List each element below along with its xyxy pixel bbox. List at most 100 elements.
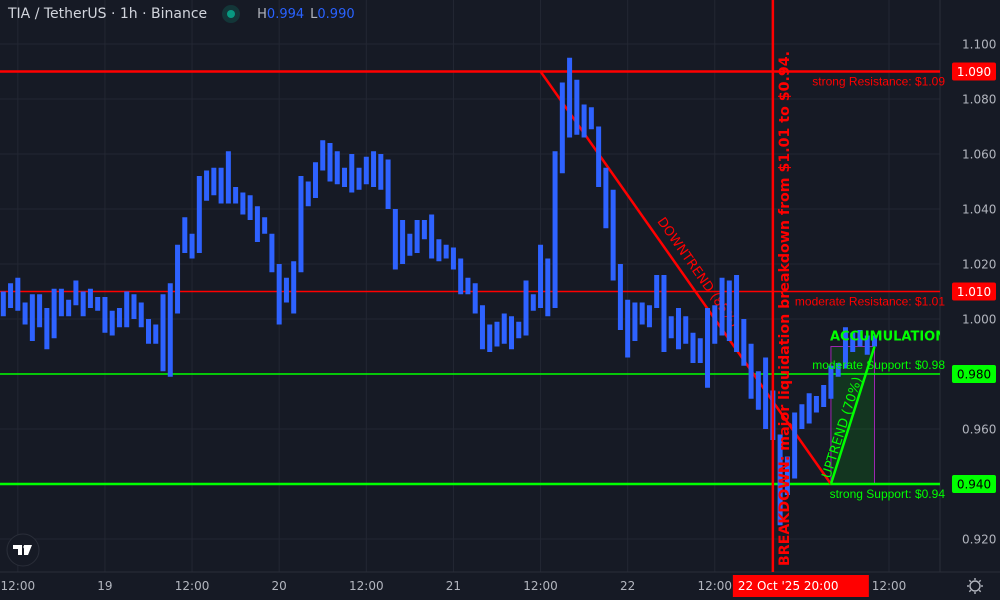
price-bar xyxy=(545,258,551,317)
time-tick-label: 12:00 xyxy=(175,579,210,593)
price-level-badge-label: 1.090 xyxy=(957,65,991,79)
price-bar xyxy=(741,319,747,366)
time-axis[interactable]: 12:00 19 12:00 20 12:00 21 12:00 22 12:00 12:00 22… xyxy=(1,575,907,597)
price-bar xyxy=(734,275,740,352)
price-bar xyxy=(15,277,21,311)
time-tick-label: 12:00 xyxy=(523,579,558,593)
price-bar xyxy=(218,167,224,204)
price-bar xyxy=(799,404,805,429)
price-bar xyxy=(371,151,377,187)
price-level-badge xyxy=(952,475,996,493)
price-bar xyxy=(429,214,435,259)
market-status-icon xyxy=(227,10,236,18)
price-bar xyxy=(291,261,297,314)
price-bar xyxy=(175,244,181,314)
price-bar xyxy=(632,302,638,341)
price-bar xyxy=(254,206,260,242)
price-bar xyxy=(407,233,413,256)
time-tick-label: 12:00 xyxy=(697,579,732,593)
price-bar xyxy=(153,324,159,344)
price-axis[interactable]: 1.100 1.080 1.060 1.040 1.020 1.000 0.960 0.920… xyxy=(952,38,996,547)
time-tick-label: 12:00 xyxy=(872,579,907,593)
price-bar xyxy=(211,167,217,196)
price-bar xyxy=(523,280,529,336)
price-bar xyxy=(0,291,6,317)
price-bar xyxy=(705,308,711,388)
price-tick-label: 1.040 xyxy=(962,203,996,217)
price-bar xyxy=(131,294,137,319)
price-bar xyxy=(567,57,573,138)
price-bar xyxy=(400,220,406,264)
time-tick-label: 12:00 xyxy=(1,579,36,593)
chart-legend: TIA / TetherUS · 1h · Binance H0.994 L0.… xyxy=(8,6,361,22)
price-bar xyxy=(654,275,660,308)
price-bar xyxy=(196,176,202,253)
price-bar xyxy=(690,332,696,363)
price-bar xyxy=(342,167,348,187)
price-bar xyxy=(204,170,210,201)
price-bar xyxy=(283,277,289,303)
price-bar xyxy=(73,280,79,306)
time-tick-label: 22 xyxy=(620,579,635,593)
breakdown-label: BREAKDOWN: major liquidation breakdown f… xyxy=(777,51,793,566)
price-bar xyxy=(87,288,93,308)
price-bar xyxy=(240,192,246,215)
price-level-badge xyxy=(952,365,996,383)
price-bar xyxy=(320,140,326,171)
crosshair-time-label: 22 Oct '25 20:00 xyxy=(738,579,839,593)
price-bar xyxy=(538,244,544,308)
low-value: 0.990 xyxy=(317,6,355,22)
price-bar xyxy=(276,264,282,325)
price-bar xyxy=(436,239,442,262)
price-bar xyxy=(712,305,718,344)
price-bar xyxy=(872,335,877,347)
price-bar xyxy=(574,79,580,135)
price-bar xyxy=(828,365,834,399)
symbol-title[interactable]: TIA / TetherUS · 1h · Binance xyxy=(8,6,208,22)
price-bar xyxy=(225,151,231,204)
price-bar xyxy=(262,217,268,234)
price-bar xyxy=(516,321,522,339)
price-bar xyxy=(116,308,122,328)
price-bar xyxy=(588,107,594,130)
price-bar xyxy=(639,302,645,325)
price-bar xyxy=(8,283,14,308)
price-bar xyxy=(138,302,144,328)
price-level-badge-label: 0.940 xyxy=(957,478,991,492)
price-bar xyxy=(842,327,848,369)
price-bar xyxy=(850,332,856,352)
price-bar xyxy=(312,162,318,198)
price-bar xyxy=(530,294,536,311)
price-tick-label: 0.960 xyxy=(962,423,996,437)
tradingview-logo[interactable] xyxy=(6,533,40,567)
uptrend-line xyxy=(829,346,876,485)
price-bar xyxy=(857,330,863,347)
price-bar xyxy=(44,308,50,350)
price-bar xyxy=(697,338,703,363)
price-bar xyxy=(472,283,478,314)
price-bar xyxy=(777,434,783,526)
price-bar xyxy=(603,167,609,229)
time-tick-label: 19 xyxy=(97,579,112,593)
price-bar xyxy=(124,291,130,328)
price-level-badge xyxy=(952,62,996,81)
price-bar xyxy=(363,156,369,185)
resistance-label: moderate Resistance: $1.01 xyxy=(795,295,945,309)
price-bar xyxy=(784,456,790,495)
price-tick-label: 1.080 xyxy=(962,93,996,107)
price-bar xyxy=(66,299,72,317)
price-bar xyxy=(835,363,841,377)
price-tick-label: 1.020 xyxy=(962,258,996,272)
price-bar xyxy=(726,280,732,341)
price-bar xyxy=(581,104,587,138)
gear-icon[interactable] xyxy=(967,578,983,594)
price-bar xyxy=(109,310,115,336)
price-bar xyxy=(247,195,253,220)
price-bar xyxy=(233,187,239,204)
price-bar xyxy=(160,294,166,372)
price-bar xyxy=(719,277,725,336)
price-bar xyxy=(625,299,631,358)
price-bar xyxy=(327,143,333,182)
price-bar xyxy=(479,305,485,350)
